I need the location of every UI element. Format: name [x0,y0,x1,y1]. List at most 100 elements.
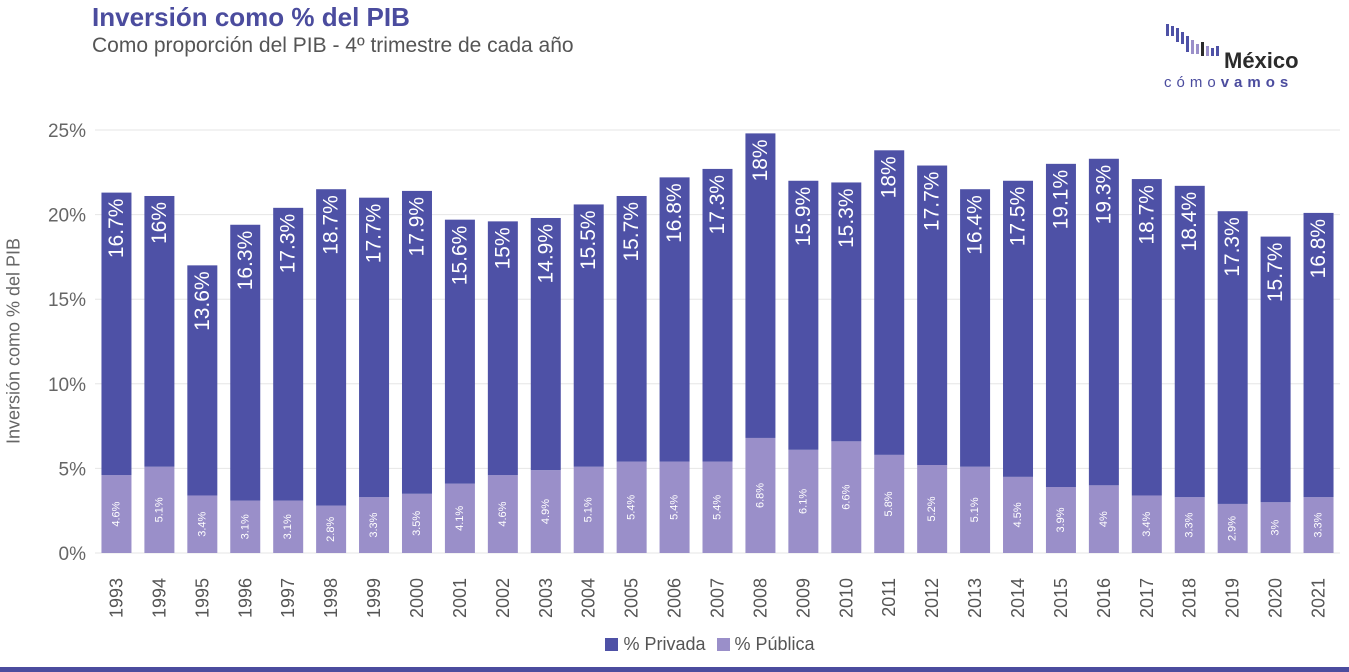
legend: % Privada % Pública [0,634,1349,655]
x-tick-label: 1994 [149,578,169,618]
data-label-publica: 3.3% [1184,512,1196,537]
data-label-publica: 5.1% [153,497,165,522]
x-tick-label: 2019 [1223,578,1243,618]
bar-privada [359,197,390,498]
bar-publica [530,470,561,553]
bar-publica [616,461,647,553]
bar-privada [1045,163,1076,488]
data-label-privada: 14.9% [534,224,557,284]
data-label-publica: 4.5% [1012,502,1024,527]
data-label-privada: 18.4% [1178,192,1201,252]
bar-privada [1174,185,1205,498]
bar-privada [187,265,218,496]
data-label-publica: 4.9% [540,499,552,524]
data-label-privada: 19.3% [1092,165,1115,225]
bar-privada [101,192,132,476]
data-label-privada: 17.3% [706,175,729,235]
x-tick-label: 2013 [965,578,985,618]
x-tick-label: 2015 [1051,578,1071,618]
data-label-publica: 4.1% [454,506,466,531]
bar-publica [702,461,733,553]
logo-text-comovamos: cómovamos [1164,74,1293,91]
data-label-publica: 5.4% [669,495,681,520]
y-tick-label: 25% [48,121,86,142]
footer-bar [0,667,1349,672]
bar-privada [1217,211,1248,504]
x-tick-label: 2011 [879,578,899,617]
legend-label-privada: % Privada [623,634,706,654]
x-tick-label: 1995 [192,578,212,618]
bar-publica [1131,495,1162,553]
data-label-publica: 6.6% [840,484,852,509]
data-label-privada: 17.7% [921,172,944,232]
data-label-privada: 15.5% [577,210,600,270]
logo-text-vamos: vamos [1220,74,1294,91]
logo-text-mexico: México [1224,48,1299,73]
data-label-privada: 18.7% [320,195,343,255]
bar-privada [1260,236,1291,503]
data-label-publica: 3.4% [1141,511,1153,536]
bar-publica [359,497,390,553]
x-tick-label: 2009 [793,578,813,618]
x-tick-label: 2016 [1094,578,1114,618]
data-label-privada: 16.4% [964,195,987,255]
bar-publica [1003,476,1034,553]
data-label-privada: 18.7% [1135,185,1158,245]
data-label-publica: 2.8% [325,517,337,542]
bar-privada [444,219,475,484]
bar-privada [702,168,733,462]
bar-privada [1003,180,1034,477]
x-tick-label: 2018 [1180,578,1200,618]
data-label-privada: 16.7% [105,199,128,259]
data-label-publica: 6.1% [797,489,809,514]
x-tick-label: 2017 [1137,578,1157,618]
bar-publica [144,466,175,553]
x-tick-label: 1993 [106,578,126,618]
legend-label-publica: % Pública [734,634,815,654]
data-label-publica: 5.8% [883,491,895,516]
bar-publica [187,495,218,553]
bar-publica [444,483,475,553]
chart-title: Inversión como % del PIB [92,2,410,32]
data-label-publica: 5.2% [926,496,938,521]
data-label-privada: 16.8% [1307,219,1330,279]
data-label-privada: 17.3% [277,214,300,274]
x-tick-label: 2010 [836,578,856,618]
bar-publica [831,441,862,553]
data-label-privada: 16.3% [234,231,257,291]
x-tick-label: 2002 [493,578,513,618]
bar-privada [273,207,304,501]
logo-bars-icon [1166,24,1219,56]
data-label-privada: 18% [749,139,772,181]
legend-item-privada: % Privada [605,634,705,655]
stacked-bar-chart: 0% 5% 10% 15% 20% 25% 4.6% 16.7% 1993 5.1% 16% 1994… [48,121,1340,618]
data-label-publica: 4.6% [497,501,509,526]
data-label-privada: 17.9% [405,197,428,257]
bar-publica [101,475,132,553]
data-label-privada: 15% [491,227,514,269]
data-label-privada: 15.7% [620,202,643,262]
data-label-privada: 16% [148,202,171,244]
x-tick-label: 2001 [450,578,470,618]
bar-publica [273,500,304,553]
data-label-publica: 3% [1270,519,1282,535]
x-tick-label: 2007 [708,578,728,618]
logo-text-como: cómo [1164,74,1221,91]
x-tick-label: 1998 [321,578,341,618]
data-label-publica: 6.8% [754,483,766,508]
data-label-privada: 17.7% [363,204,386,264]
data-label-publica: 5.1% [969,497,981,522]
data-label-privada: 16.8% [663,183,686,243]
bar-privada [831,182,862,442]
data-label-publica: 2.9% [1227,516,1239,541]
x-tick-label: 1999 [364,578,384,618]
bar-privada [401,190,432,494]
x-tick-label: 2020 [1266,578,1286,618]
x-tick-label: 2008 [750,578,770,618]
bar-publica [401,493,432,553]
bar-privada [960,189,991,467]
bar-privada [573,204,604,467]
data-label-publica: 3.3% [368,512,380,537]
bar-publica [745,437,776,553]
bar-privada [745,133,776,438]
